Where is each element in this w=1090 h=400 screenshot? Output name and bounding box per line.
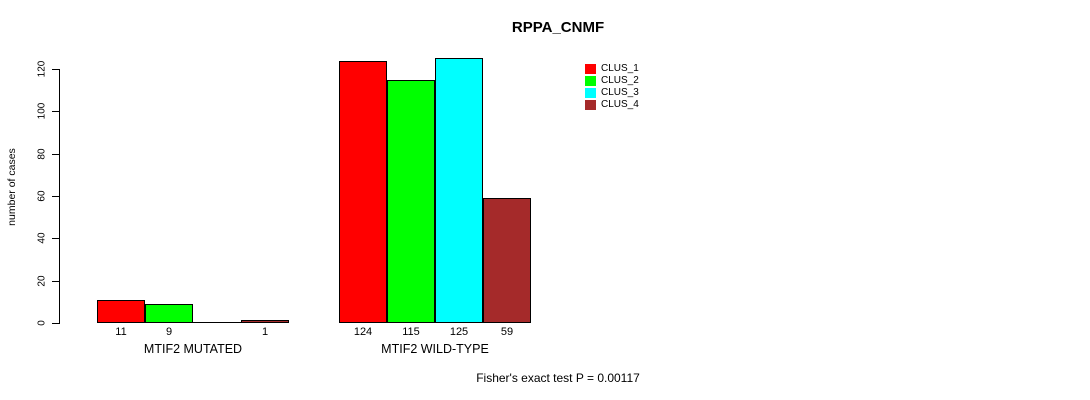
y-tick-mark-40	[52, 238, 59, 239]
legend-swatch-icon	[585, 64, 596, 74]
y-tick-mark-100	[52, 111, 59, 112]
y-tick-label-60: 60	[36, 190, 48, 202]
y-tick-label-20: 20	[36, 275, 48, 287]
bar-CLUS_4-MTIF2 MUTATED	[241, 320, 289, 323]
chart-title: RPPA_CNMF	[511, 19, 605, 36]
legend-row-CLUS_3: CLUS_3	[585, 87, 639, 99]
y-tick-mark-60	[52, 196, 59, 197]
bar-CLUS_2-MTIF2 MUTATED	[145, 304, 193, 323]
legend-swatch-icon	[585, 76, 596, 86]
legend-label: CLUS_3	[601, 87, 639, 98]
legend-label: CLUS_1	[601, 63, 639, 74]
x-axis-group-label-mutated: MTIF2 MUTATED	[143, 342, 243, 356]
y-tick-label-40: 40	[36, 232, 48, 244]
bar-value-label-CLUS_2-MTIF2 MUTATED: 9	[165, 326, 173, 338]
legend-row-CLUS_2: CLUS_2	[585, 75, 639, 87]
y-tick-mark-20	[52, 281, 59, 282]
y-tick-mark-120	[52, 69, 59, 70]
bar-CLUS_3-MTIF2 WILD-TYPE	[435, 58, 483, 323]
bar-CLUS_1-MTIF2 WILD-TYPE	[339, 61, 387, 323]
bar-CLUS_1-MTIF2 MUTATED	[97, 300, 145, 323]
bar-value-label-CLUS_1-MTIF2 WILD-TYPE: 124	[353, 326, 373, 338]
y-tick-label-100: 100	[36, 102, 48, 120]
y-axis-line	[59, 69, 60, 324]
bar-value-label-CLUS_3-MTIF2 WILD-TYPE: 125	[449, 326, 469, 338]
y-tick-label-0: 0	[36, 320, 48, 326]
y-tick-label-120: 120	[36, 60, 48, 78]
bar-CLUS_3-MTIF2 MUTATED	[193, 322, 241, 323]
bar-value-label-CLUS_1-MTIF2 MUTATED: 11	[115, 326, 127, 338]
y-tick-label-80: 80	[36, 148, 48, 160]
y-tick-mark-0	[52, 323, 59, 324]
legend-swatch-icon	[585, 100, 596, 110]
legend-row-CLUS_1: CLUS_1	[585, 63, 639, 75]
y-axis-title: number of cases	[6, 148, 18, 226]
legend-row-CLUS_4: CLUS_4	[585, 99, 639, 111]
fisher-test-annotation: Fisher's exact test P = 0.00117	[476, 371, 640, 385]
bar-CLUS_2-MTIF2 WILD-TYPE	[387, 80, 435, 323]
x-axis-group-label-wildtype: MTIF2 WILD-TYPE	[381, 342, 489, 356]
legend-label: CLUS_2	[601, 75, 639, 86]
legend-label: CLUS_4	[601, 99, 639, 110]
legend-swatch-icon	[585, 88, 596, 98]
bar-CLUS_4-MTIF2 WILD-TYPE	[483, 198, 531, 323]
y-tick-mark-80	[52, 154, 59, 155]
bar-value-label-CLUS_4-MTIF2 MUTATED: 1	[261, 326, 269, 338]
bar-value-label-CLUS_2-MTIF2 WILD-TYPE: 115	[402, 326, 420, 338]
legend: CLUS_1 CLUS_2 CLUS_3 CLUS_4	[585, 63, 639, 111]
bar-value-label-CLUS_4-MTIF2 WILD-TYPE: 59	[500, 326, 514, 338]
